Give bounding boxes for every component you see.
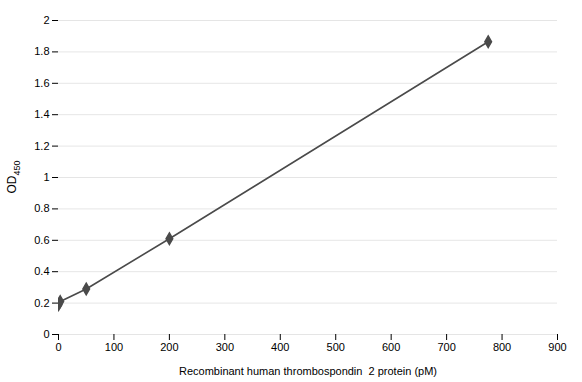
svg-text:1.4: 1.4 [34,108,49,120]
svg-text:Recombinant human thrombospond: Recombinant human thrombospondin 2 prote… [179,365,437,377]
svg-text:0.8: 0.8 [34,202,49,214]
svg-text:700: 700 [437,341,455,353]
svg-text:1.6: 1.6 [34,77,49,89]
svg-text:300: 300 [216,341,234,353]
svg-text:100: 100 [105,341,123,353]
svg-text:1.8: 1.8 [34,45,49,57]
svg-text:1: 1 [43,171,49,183]
svg-text:0: 0 [55,341,61,353]
svg-text:400: 400 [271,341,289,353]
svg-text:0.2: 0.2 [34,297,49,309]
svg-text:800: 800 [493,341,511,353]
svg-text:200: 200 [160,341,178,353]
svg-text:1.2: 1.2 [34,140,49,152]
svg-text:500: 500 [327,341,345,353]
svg-text:600: 600 [382,341,400,353]
svg-text:OD450: OD450 [5,160,22,193]
svg-text:0.6: 0.6 [34,234,49,246]
svg-text:2: 2 [43,14,49,26]
svg-text:0.4: 0.4 [34,265,49,277]
svg-text:0: 0 [43,328,49,340]
svg-text:900: 900 [548,341,566,353]
